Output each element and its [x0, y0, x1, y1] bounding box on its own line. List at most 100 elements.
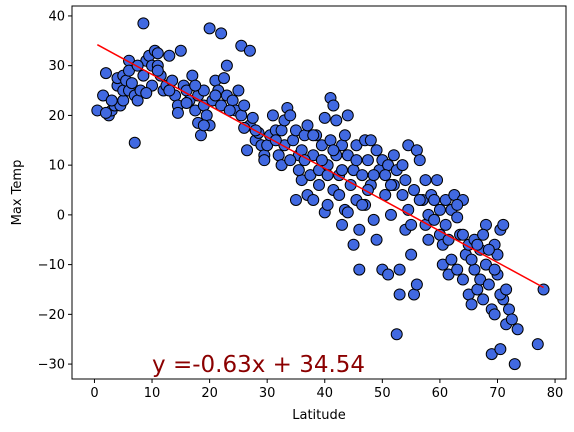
scatter-point	[215, 27, 228, 40]
x-tick-label: 0	[90, 386, 98, 401]
scatter-point	[105, 94, 118, 107]
scatter-point	[393, 263, 406, 276]
scatter-point	[338, 129, 351, 142]
scatter-point	[505, 313, 518, 326]
x-tick-label: 60	[432, 386, 449, 401]
scatter-point	[341, 206, 354, 219]
scatter-point	[497, 218, 510, 231]
plot-frame	[71, 5, 567, 380]
scatter-point	[364, 134, 377, 147]
y-tick-label: −10	[38, 258, 65, 273]
scatter-point	[258, 154, 271, 167]
scatter-point	[413, 193, 426, 206]
scatter-point	[275, 124, 288, 137]
scatter-point	[266, 109, 279, 122]
scatter-point	[396, 188, 409, 201]
scatter-point	[166, 74, 179, 87]
scatter-point	[387, 149, 400, 162]
scatter-point	[500, 283, 513, 296]
x-tick-label: 70	[489, 386, 506, 401]
scatter-point	[393, 288, 406, 301]
scatter-point	[321, 198, 334, 211]
scatter-point	[137, 17, 150, 30]
y-tick-label: −20	[38, 308, 65, 323]
scatter-point	[456, 228, 469, 241]
scatter-point	[333, 188, 346, 201]
scatter-point	[410, 144, 423, 157]
regression-equation: y =-0.63x + 34.54	[152, 352, 365, 378]
x-axis: 0 10 20 30 40 50 60 70 80	[90, 379, 563, 401]
scatter-point	[479, 218, 492, 231]
scatter-point	[243, 44, 256, 57]
x-tick-label: 80	[547, 386, 564, 401]
scatter-point	[503, 303, 515, 316]
scatter-point	[226, 94, 239, 107]
scatter-point	[353, 263, 366, 276]
scatter-point	[431, 174, 444, 187]
scatter-point	[433, 203, 446, 216]
scatter-point	[241, 144, 254, 157]
scatter-point	[399, 174, 412, 187]
y-axis-label: Max Temp	[10, 160, 25, 226]
scatter-point	[465, 253, 478, 266]
regression-layer	[96, 44, 544, 289]
scatter-point	[194, 129, 207, 142]
x-tick-label: 40	[316, 386, 333, 401]
scatter-point	[232, 84, 245, 97]
y-tick-label: 10	[48, 159, 65, 174]
scatter-point	[465, 298, 478, 311]
scatter-point	[410, 278, 423, 291]
x-tick-label: 20	[201, 386, 218, 401]
scatter-point	[189, 79, 202, 92]
scatter-point	[356, 169, 369, 182]
scatter-point	[482, 278, 495, 291]
scatter-point	[272, 149, 285, 162]
scatter-point	[451, 198, 464, 211]
scatter-point	[186, 69, 199, 82]
scatter-point	[419, 174, 432, 187]
scatter-point	[367, 169, 380, 182]
y-tick-label: 0	[57, 208, 65, 223]
scatter-point	[413, 154, 426, 167]
scatter-point	[477, 293, 490, 306]
scatter-point	[382, 268, 395, 281]
scatter-point	[117, 94, 130, 107]
scatter-point	[99, 106, 112, 119]
scatter-point	[318, 111, 331, 124]
scatter-point	[451, 263, 464, 276]
scatter-point	[488, 308, 501, 321]
scatter-point	[494, 343, 507, 356]
scatter-point	[508, 358, 521, 371]
markers-layer	[91, 17, 550, 371]
scatter-point	[468, 263, 481, 276]
scatter-point	[390, 328, 403, 341]
scatter-point	[151, 64, 164, 77]
scatter-point	[284, 109, 297, 122]
scatter-point	[284, 154, 297, 167]
scatter-point	[370, 144, 383, 157]
scatter-point	[209, 89, 222, 102]
scatter-point	[405, 248, 418, 261]
scatter-point	[200, 109, 213, 122]
scatter-point	[511, 323, 524, 336]
x-tick-label: 30	[259, 386, 276, 401]
y-tick-label: 40	[48, 9, 65, 24]
scatter-point	[315, 154, 328, 167]
scatter-point	[408, 288, 420, 301]
scatter-point	[197, 119, 210, 132]
scatter-point	[174, 44, 187, 57]
scatter-point	[171, 106, 184, 119]
scatter-point	[218, 72, 230, 85]
scatter-point	[327, 99, 340, 112]
y-tick-label: −30	[38, 358, 65, 373]
scatter-point	[180, 96, 193, 109]
scatter-point	[327, 144, 340, 157]
y-tick-label: 20	[48, 109, 65, 124]
scatter-point	[451, 211, 464, 224]
scatter-point	[125, 77, 138, 90]
scatter-point	[347, 238, 360, 251]
scatter-point	[367, 213, 380, 226]
scatter-point	[422, 233, 435, 246]
scatter-point	[408, 184, 420, 197]
